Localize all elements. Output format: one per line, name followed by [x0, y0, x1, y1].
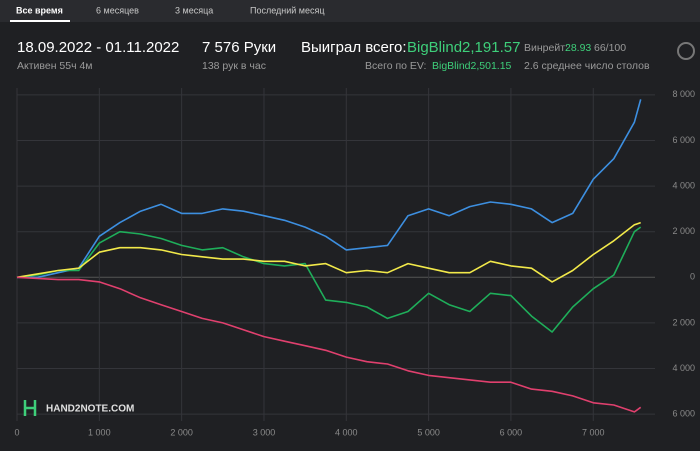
logo: HAND2NOTE.COM — [46, 404, 134, 415]
settings-icon[interactable] — [677, 42, 695, 60]
x-tick-label: 1 000 — [88, 427, 111, 437]
ev-value: BigBlind2,501.15 — [432, 60, 512, 72]
ev-label: Всего по EV: — [365, 60, 426, 72]
tab-underline — [10, 20, 70, 22]
x-tick-label: 6 000 — [500, 427, 523, 437]
winrate-value: 28.93 — [565, 42, 591, 54]
line-series — [16, 226, 642, 333]
line-series — [16, 276, 642, 413]
hands: 7 576 Руки — [202, 39, 276, 56]
x-tick-label: 7 000 — [582, 427, 605, 437]
won-value: BigBlind2,191.57 — [407, 39, 520, 56]
y-tick-label: 2 000 — [672, 226, 695, 236]
x-tick-label: 4 000 — [335, 427, 358, 437]
period: 18.09.2022 - 01.11.2022 — [17, 39, 179, 56]
winrate-unit: 66/100 — [594, 42, 626, 54]
tab[interactable]: 6 месяцев — [96, 5, 139, 15]
hands-per-hour: 138 рук в час — [202, 60, 266, 72]
tab[interactable]: 3 месяца — [175, 5, 213, 15]
y-tick-label: 0 — [690, 272, 695, 282]
tables: 2.6 среднее число столов — [524, 60, 650, 72]
plot: 8 000 6 000 4 000 2 000 0 2 000 4 000 6 000 0 1 0… — [14, 88, 695, 437]
tab[interactable]: Последний месяц — [250, 5, 325, 15]
x-tick-label: 0 — [14, 427, 19, 437]
won-label: Выиграл всего: — [301, 39, 407, 56]
tab[interactable]: Все время — [16, 5, 63, 15]
logo-icon — [23, 400, 37, 416]
y-tick-label: 8 000 — [672, 89, 695, 99]
y-tick-label: 6 000 — [672, 409, 695, 419]
x-tick-label: 3 000 — [253, 427, 276, 437]
y-tick-label: 4 000 — [672, 180, 695, 190]
active-time: Активен 55ч 4м — [17, 60, 93, 72]
winrate-label: Винрейт: — [524, 42, 568, 54]
tab-bar — [0, 0, 700, 22]
x-tick-label: 5 000 — [417, 427, 440, 437]
y-tick-label: 2 000 — [672, 317, 695, 327]
y-tick-label: 6 000 — [672, 135, 695, 145]
line-series — [16, 221, 641, 283]
y-tick-label: 4 000 — [672, 363, 695, 373]
x-tick-label: 2 000 — [170, 427, 193, 437]
line-series — [17, 99, 642, 279]
